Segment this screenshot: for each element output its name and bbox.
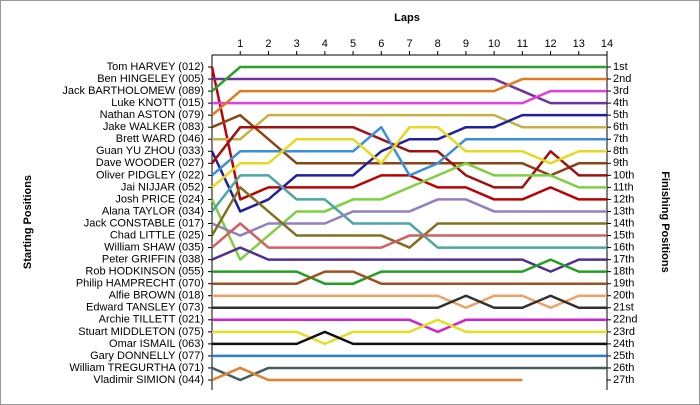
y2-tick-label: 13th [613,205,634,217]
driver-line [212,318,607,334]
driver-name: Vladimir SIMION (044) [93,374,204,386]
driver-name: Gary DONNELLY (077) [90,350,204,362]
x-tick-label: 13 [573,38,585,50]
x-tick-label: 1 [237,38,243,50]
driver-line [211,198,607,237]
y2-tick-label: 6th [613,121,628,133]
driver-name: Luke KNOTT (015) [111,97,204,109]
x-tick-label: 12 [544,38,556,50]
driver-line [211,366,607,382]
y2-tick-label: 3rd [613,85,629,97]
y2-tick-label: 16th [613,241,634,253]
driver-name: Jack BARTHOLOMEW (089) [62,85,204,97]
y2-tick-label: 2nd [613,73,631,85]
y2-tick-label: 15th [613,229,634,241]
y2-tick-label: 9th [613,157,628,169]
driver-name: Stuart MIDDLETON (075) [78,326,204,338]
driver-line [212,294,607,310]
y2-tick-label: 11th [613,181,634,193]
y2-tick-label: 22nd [613,314,637,326]
driver-name: Jake WALKER (083) [103,121,204,133]
driver-name: Alana TAYLOR (034) [102,205,204,217]
driver-line [211,65,607,93]
driver-line [212,258,607,285]
driver-line [211,113,607,177]
driver-name: Archie TILLETT (021) [99,314,204,326]
y2-tick-label: 7th [613,133,628,145]
x-tick-label: 3 [294,38,300,50]
driver-name: Tom HARVEY (012) [107,61,204,73]
y2-tick-label: 24th [613,338,634,350]
driver-name: Nathan ASTON (079) [100,109,204,121]
driver-line [211,366,523,382]
y2-tick-label: 27th [613,374,634,386]
driver-name: Peter GRIFFIN (038) [102,254,204,266]
driver-name: Dave WOODER (027) [96,157,204,169]
x-axis-label: Laps [394,12,420,24]
y2-tick-label: 20th [613,290,634,302]
x-tick-label: 6 [378,38,384,50]
y2-tick-label: 8th [613,145,628,157]
x-tick-label: 2 [265,38,271,50]
driver-line [211,174,607,249]
driver-name: Omar ISMAIL (063) [109,338,204,350]
driver-name: Philip HAMPRECHT (070) [76,278,204,290]
y2-tick-label: 12th [613,193,634,205]
driver-name: Jai NIJJAR (052) [121,181,204,193]
driver-line [211,246,607,273]
driver-line [210,113,607,213]
driver-line [210,162,607,261]
y2-axis-label: Finishing Positions [659,171,671,272]
driver-line [212,77,607,105]
driver-line [212,89,607,105]
y2-tick-label: 23rd [613,326,635,338]
driver-name: Oliver PIDGLEY (022) [96,169,204,181]
y-axis-label: Starting Positions [22,175,34,269]
y2-tick-label: 5th [613,109,628,121]
driver-name: William TREGURTHA (071) [69,362,204,374]
driver-name: Ben HINGELEY (005) [97,73,204,85]
x-tick-label: 14 [601,38,613,50]
x-tick-label: 10 [488,38,500,50]
y2-tick-label: 10th [613,169,634,181]
driver-name: Jack CONSTABLE (017) [84,217,204,229]
x-tick-label: 5 [350,38,356,50]
driver-name: Edward TANSLEY (073) [86,302,204,314]
driver-line [211,222,607,249]
driver-line [212,113,607,141]
driver-name: Guan YU ZHOU (033) [96,145,204,157]
driver-line [212,318,607,346]
x-tick-label: 11 [517,38,528,50]
driver-line [211,125,607,177]
y2-tick-label: 17th [613,254,634,266]
y2-tick-label: 18th [613,266,634,278]
driver-line [211,125,607,189]
driver-name: Rob HODKINSON (055) [85,266,204,278]
y2-tick-label: 4th [613,97,628,109]
driver-line [212,330,607,346]
x-tick-label: 4 [322,38,328,50]
driver-name: Chad LITTLE (025) [110,229,204,241]
y2-tick-label: 26th [613,362,634,374]
y2-tick-label: 25th [613,350,634,362]
driver-line [212,270,607,285]
driver-name: Alfie BROWN (018) [109,290,204,302]
y2-tick-label: 1st [613,61,628,73]
driver-line [211,125,607,189]
driver-name: Josh PRICE (024) [115,193,204,205]
driver-line [212,294,607,310]
driver-name: William SHAW (035) [104,241,204,253]
y2-tick-label: 19th [613,278,634,290]
x-tick-label: 7 [406,38,412,50]
x-tick-label: 8 [435,38,441,50]
driver-line [211,77,607,117]
y2-tick-label: 14th [613,217,634,229]
x-tick-label: 9 [463,38,469,50]
driver-name: Brett WARD (046) [116,133,204,145]
y2-tick-label: 21st [613,302,634,314]
driver-line [210,186,607,249]
